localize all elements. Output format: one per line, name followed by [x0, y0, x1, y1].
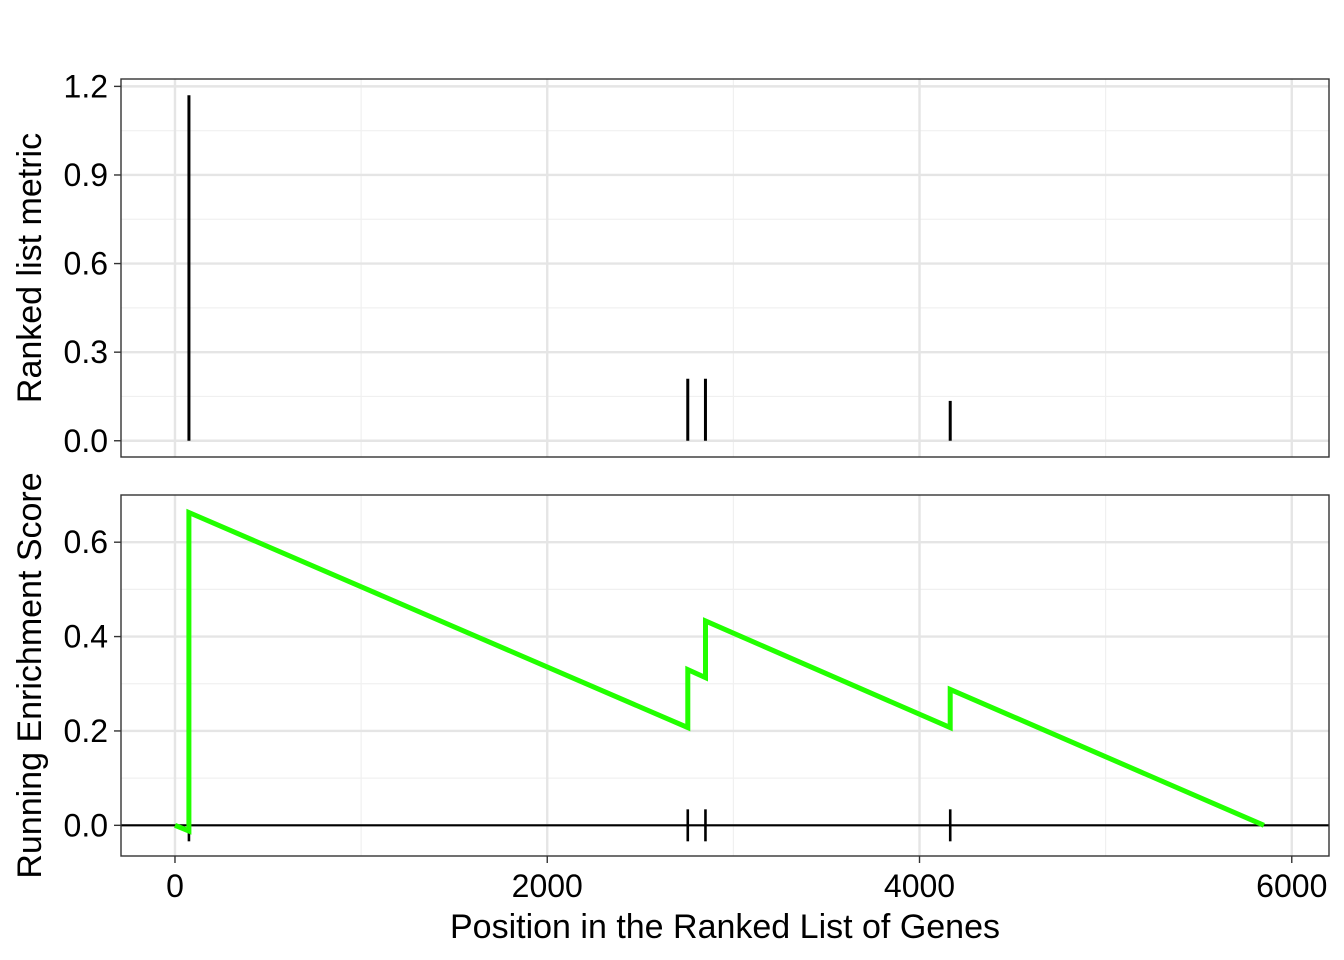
y-tick-label: 0.9 — [64, 157, 108, 193]
x-axis-title: Position in the Ranked List of Genes — [450, 908, 1000, 946]
y-tick-label: 0.2 — [64, 713, 108, 749]
y-tick-label: 0.0 — [64, 423, 108, 459]
panel-border — [120, 494, 1330, 857]
x-tick-label: 6000 — [1256, 868, 1327, 904]
x-tick-label: 0 — [166, 868, 184, 904]
y-tick-label: 0.4 — [64, 619, 108, 655]
y-tick-label: 0.3 — [64, 334, 108, 370]
y-tick-label: 1.2 — [64, 68, 108, 104]
y-tick-label: 0.0 — [64, 807, 108, 843]
x-tick-label: 2000 — [512, 868, 583, 904]
y-tick-label: 0.6 — [64, 246, 108, 282]
panel-border — [120, 78, 1330, 458]
panel-bottom — [114, 494, 1330, 863]
running-es-line — [174, 508, 1265, 835]
y-axis-title: Running Enrichment Score — [11, 472, 49, 878]
x-tick-label: 4000 — [884, 868, 955, 904]
y-axis-title: Ranked list metric — [11, 133, 49, 403]
panel-top — [114, 78, 1330, 458]
y-tick-label: 0.6 — [64, 524, 108, 560]
